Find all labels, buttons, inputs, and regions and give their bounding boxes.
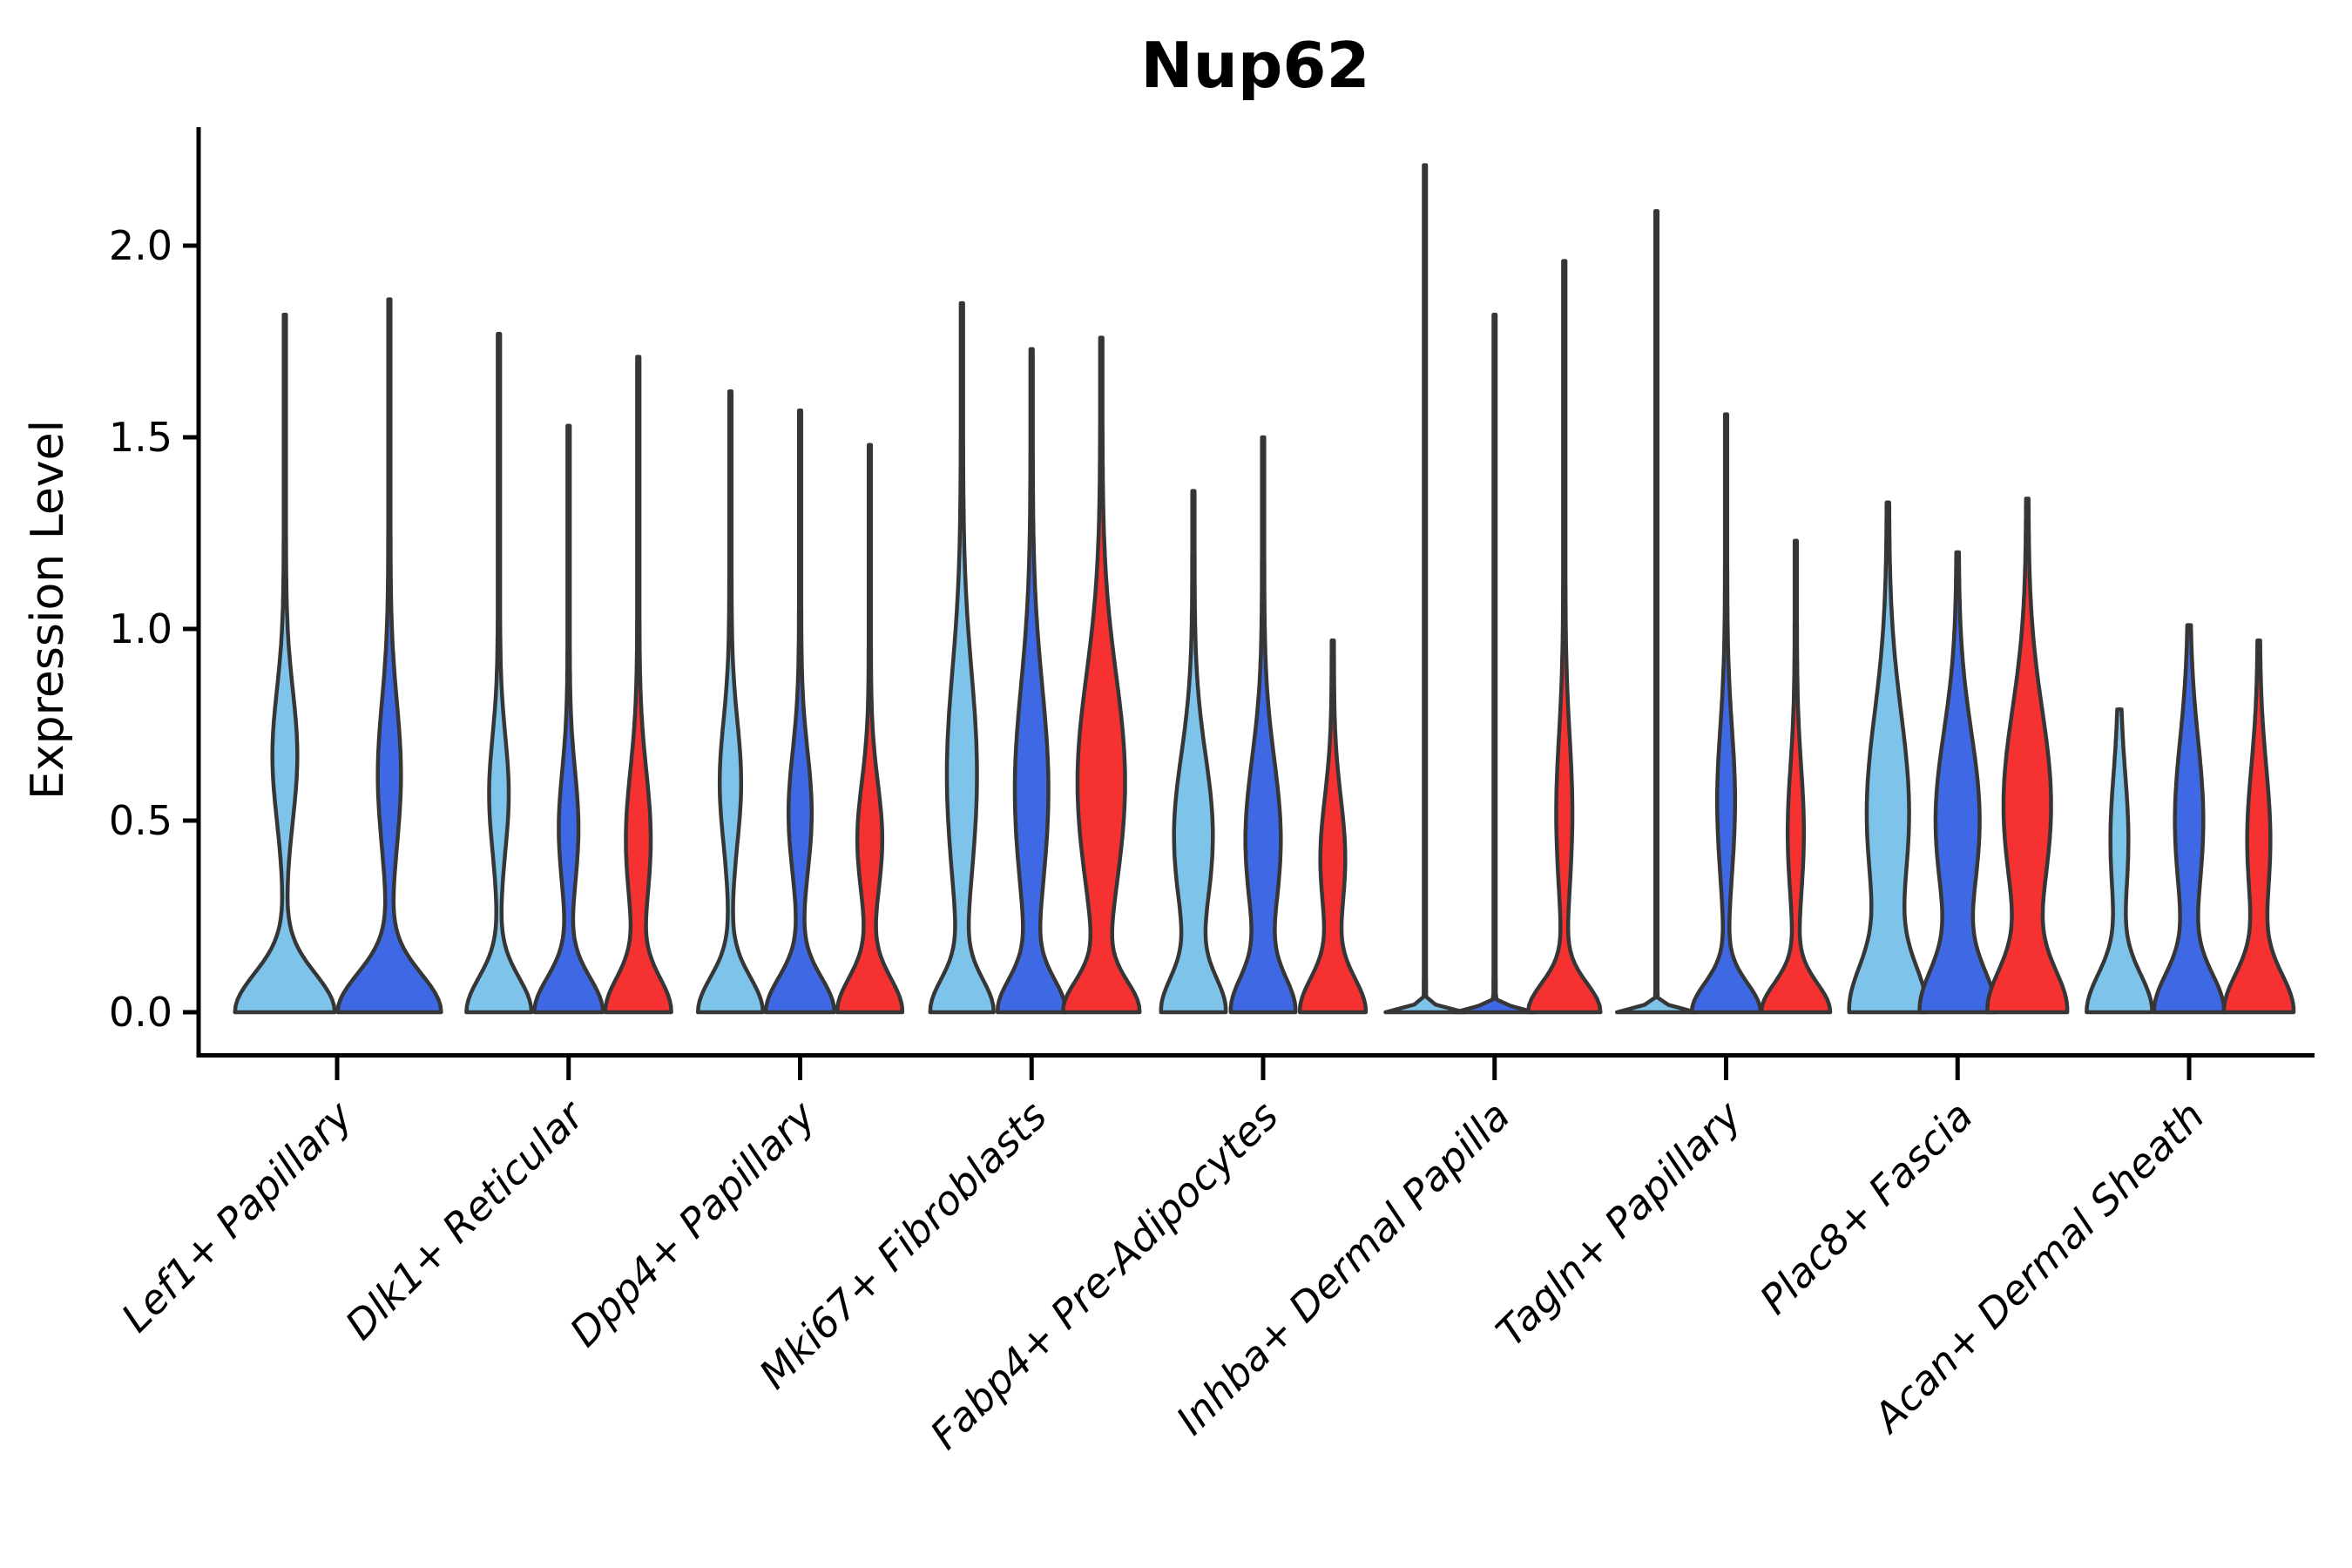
violin-light_blue-group2 [464, 331, 534, 1015]
violin-light_blue-group1 [233, 312, 337, 1015]
violin-light_blue-group7 [1614, 209, 1699, 1015]
violin-royal_blue-group8 [1917, 550, 1998, 1015]
violin-royal_blue-group9 [2152, 623, 2227, 1015]
violin-royal_blue-group7 [1689, 412, 1763, 1015]
violin-red-group7 [1759, 538, 1833, 1015]
violin-royal_blue-group5 [1228, 435, 1298, 1015]
y-tick-label: 2.0 [109, 222, 172, 269]
violin-light_blue-group4 [928, 301, 996, 1015]
y-tick-label: 1.5 [109, 414, 172, 461]
y-tick-label: 1.0 [109, 605, 172, 652]
violin-royal_blue-group4 [995, 347, 1068, 1015]
violin-royal_blue-group6 [1453, 312, 1537, 1015]
y-tick-label: 0.0 [109, 989, 172, 1036]
violin-red-group2 [603, 355, 673, 1015]
violin-royal_blue-group3 [763, 408, 837, 1015]
x-tick-label: Dpp4+ Papillary [561, 1092, 825, 1355]
chart-title: Nup62 [1140, 29, 1369, 102]
violin-royal_blue-group1 [335, 297, 443, 1015]
y-tick-label: 0.5 [109, 797, 172, 844]
violin-red-group8 [1985, 497, 2070, 1015]
violin-red-group3 [835, 443, 905, 1015]
x-tick-label: Tagln+ Papillary [1487, 1092, 1751, 1355]
violin-light_blue-group3 [695, 389, 766, 1015]
violin-red-group5 [1297, 638, 1369, 1015]
y-axis-label: Expression Level [22, 420, 74, 800]
violin-light_blue-group6 [1383, 163, 1467, 1015]
violin-red-group4 [1061, 335, 1142, 1015]
violin-red-group9 [2221, 638, 2296, 1015]
violin-light_blue-group8 [1847, 500, 1930, 1015]
x-tick-label: Dlk1+ Reticular [336, 1090, 595, 1348]
x-tick-label: Plac8+ Fascia [1751, 1092, 1982, 1323]
violin-light_blue-group9 [2085, 707, 2154, 1015]
violin-royal_blue-group2 [532, 423, 605, 1015]
violin-red-group6 [1525, 259, 1603, 1015]
x-tick-label: Lef1+ Papillary [112, 1092, 362, 1341]
violin-light_blue-group5 [1159, 489, 1228, 1015]
